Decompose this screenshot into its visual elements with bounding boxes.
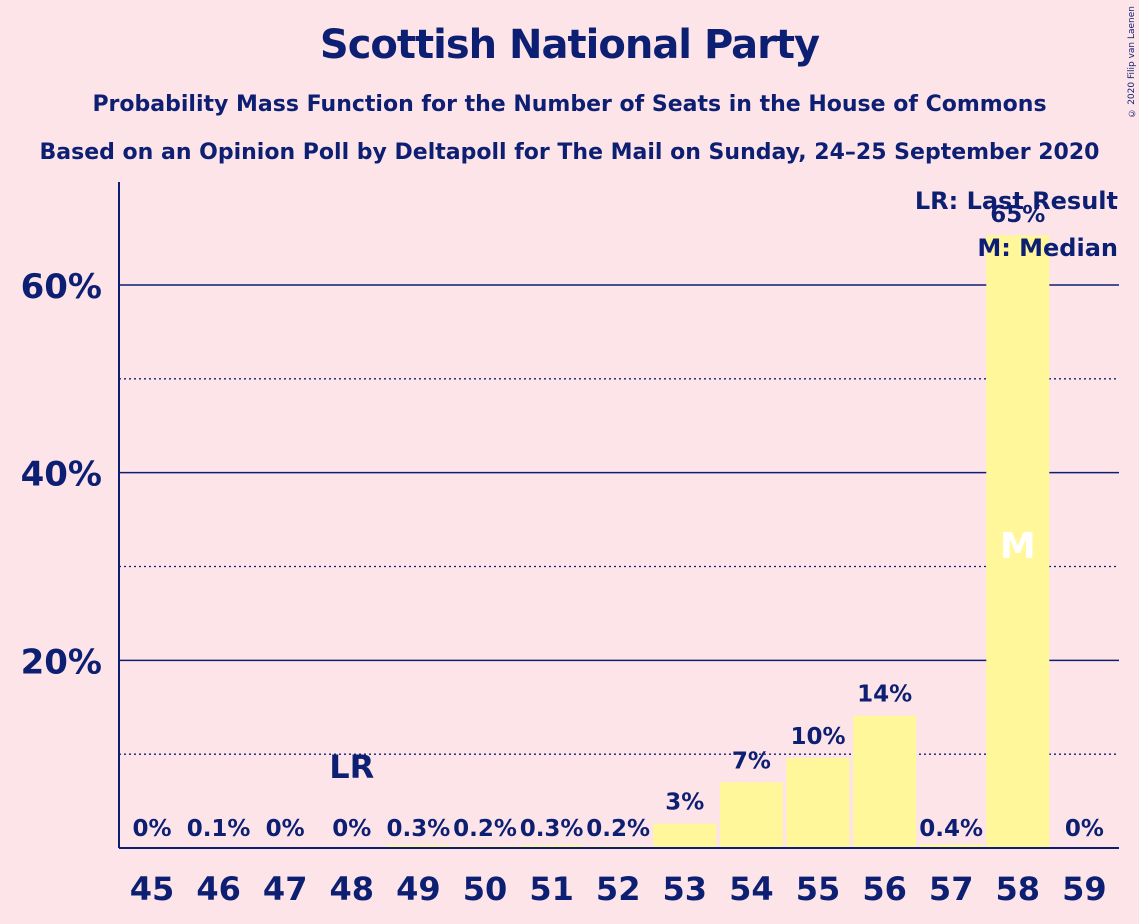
x-tick-label: 49 bbox=[396, 870, 441, 908]
x-tick-label: 51 bbox=[529, 870, 574, 908]
bar bbox=[786, 757, 850, 848]
data-label: 14% bbox=[857, 682, 912, 708]
x-tick-label: 46 bbox=[196, 870, 241, 908]
y-tick-label: 20% bbox=[21, 642, 102, 682]
chart-subtitle-source: Based on an Opinion Poll by Deltapoll fo… bbox=[39, 140, 1100, 165]
y-tick-label: 60% bbox=[21, 267, 102, 307]
data-label: 0.3% bbox=[387, 816, 451, 842]
y-tick-labels: 20% 40% 60% bbox=[21, 267, 102, 682]
x-tick-label: 50 bbox=[463, 870, 508, 908]
bar bbox=[520, 845, 584, 848]
x-tick-label: 55 bbox=[796, 870, 841, 908]
chart-title: Scottish National Party bbox=[319, 22, 820, 68]
y-tick-label: 40% bbox=[21, 455, 102, 495]
x-tick-label: 57 bbox=[929, 870, 974, 908]
data-label: 0% bbox=[332, 816, 371, 842]
bar bbox=[653, 823, 717, 848]
x-tick-label: 47 bbox=[263, 870, 308, 908]
legend-last-result: LR: Last Result bbox=[915, 187, 1118, 215]
legend-median: M: Median bbox=[977, 234, 1118, 262]
median-marker: M bbox=[1000, 526, 1036, 567]
x-tick-label: 59 bbox=[1062, 870, 1107, 908]
x-tick-label: 45 bbox=[130, 870, 175, 908]
data-label: 0% bbox=[266, 816, 305, 842]
last-result-marker: LR bbox=[329, 748, 374, 786]
x-tick-label: 56 bbox=[862, 870, 907, 908]
data-label: 3% bbox=[665, 790, 704, 816]
bar bbox=[919, 844, 983, 848]
data-label: 65% bbox=[990, 202, 1045, 228]
data-label: 0.3% bbox=[520, 816, 584, 842]
data-label: 0% bbox=[132, 816, 171, 842]
data-label: 0.4% bbox=[919, 816, 983, 842]
bar bbox=[853, 715, 917, 848]
x-tick-label: 58 bbox=[996, 870, 1041, 908]
data-label: 0.2% bbox=[453, 816, 517, 842]
data-label: 0.1% bbox=[187, 816, 251, 842]
x-tick-label: 48 bbox=[330, 870, 375, 908]
data-label: 0.2% bbox=[586, 816, 650, 842]
bar bbox=[986, 235, 1050, 849]
data-label: 7% bbox=[732, 748, 771, 774]
data-label: 10% bbox=[790, 724, 845, 750]
data-label: 0% bbox=[1065, 816, 1104, 842]
bars bbox=[187, 235, 1050, 849]
bar bbox=[386, 845, 450, 848]
grid-lines bbox=[119, 284, 1119, 755]
chart-subtitle: Probability Mass Function for the Number… bbox=[92, 92, 1047, 117]
bar bbox=[719, 782, 783, 848]
x-tick-labels: 45 46 47 48 49 50 51 52 53 54 55 56 57 58 59 bbox=[130, 870, 1107, 908]
x-tick-label: 54 bbox=[729, 870, 774, 908]
x-tick-label: 53 bbox=[663, 870, 708, 908]
value-labels: 0% 0.1% 0% 0%LR0.3% 0.2% 0.3% 0.2%3%7%10%14%0.… bbox=[132, 202, 1103, 842]
x-tick-label: 52 bbox=[596, 870, 641, 908]
